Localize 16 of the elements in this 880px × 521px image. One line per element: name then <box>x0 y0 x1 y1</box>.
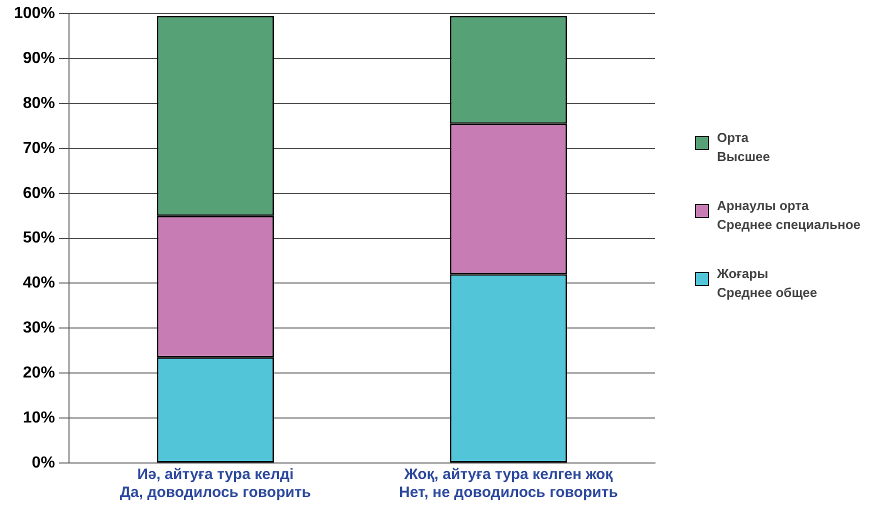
legend-label: Арнаулы орта Среднее специальное <box>717 197 861 234</box>
y-tick-label: 20% <box>22 364 55 382</box>
y-tick-label: 90% <box>22 50 55 67</box>
y-tick-label: 30% <box>22 320 55 337</box>
legend-label: Жоғары Среднее общее <box>717 265 818 302</box>
legend-label: Орта Высшее <box>717 129 770 166</box>
y-tick-label: 100% <box>14 5 55 22</box>
y-tick-label: 10% <box>22 409 55 426</box>
y-tick-label: 80% <box>22 94 55 112</box>
x-tick-label: Иә, айтуға тура келді Да, доводилось говорить <box>120 466 312 502</box>
y-tick-label: 0% <box>32 454 55 472</box>
y-tick-label: 70% <box>22 140 55 157</box>
y-tick-label: 40% <box>22 274 55 292</box>
x-tick-label: Жоқ, айтуға тура келген жоқ Нет, не доводилось говорить <box>399 466 618 502</box>
y-tick-label: 50% <box>22 230 55 247</box>
y-tick-label: 60% <box>22 184 55 202</box>
